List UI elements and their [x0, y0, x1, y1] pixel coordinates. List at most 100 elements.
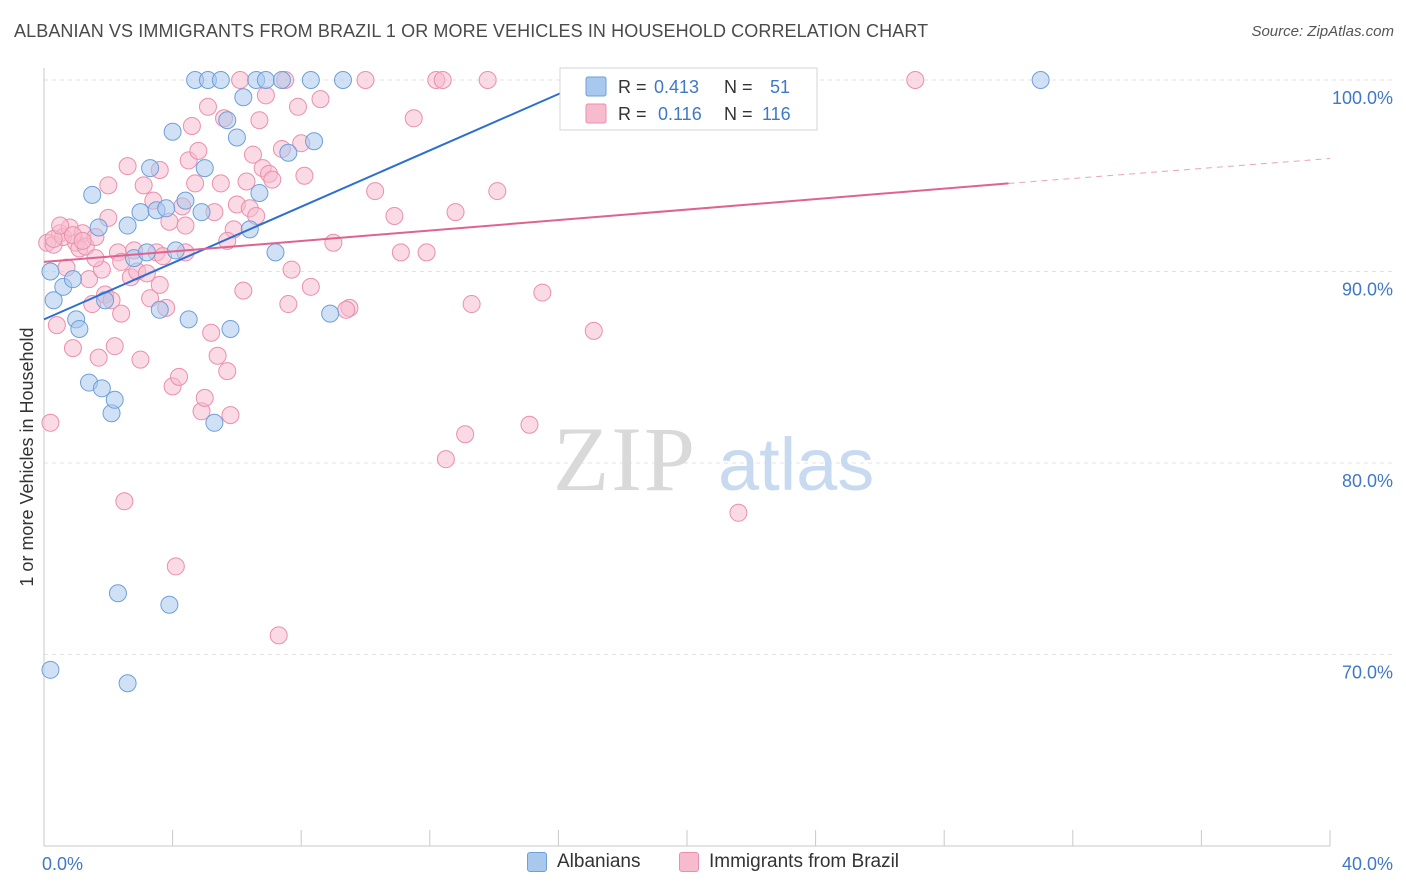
albanians-point-50 [41, 262, 60, 281]
brazil-point-87 [404, 109, 423, 128]
brazil-point-90 [433, 71, 452, 89]
brazil-point-24 [115, 492, 134, 511]
albanians-point-26 [179, 310, 198, 329]
brazil-point-79 [301, 277, 320, 296]
brazil-point-76 [288, 97, 307, 116]
brazil-point-30 [134, 176, 153, 195]
brazil-point-112 [150, 275, 169, 294]
brazil-point-85 [385, 206, 404, 225]
albanians-point-28 [192, 203, 211, 222]
y-tick-label-0: 70.0% [1342, 663, 1393, 683]
albanians-point-41 [266, 243, 285, 262]
albanians-point-23 [163, 122, 182, 141]
albanians-trend-line [43, 79, 591, 321]
albanians-point-14 [118, 216, 137, 235]
albanians-point-39 [250, 183, 269, 202]
legend-n-value-albanians: 51 [770, 77, 790, 97]
brazil-point-51 [202, 323, 221, 342]
brazil-point-3 [47, 316, 66, 335]
albanians-point-12 [108, 584, 127, 603]
brazil-point-83 [356, 71, 375, 89]
albanians-point-18 [141, 159, 160, 178]
brazil-point-32 [141, 289, 160, 308]
brazil-point-50 [198, 97, 217, 116]
albanians-point-35 [227, 128, 246, 147]
brazil-point-53 [208, 346, 227, 365]
brazil-point-113 [176, 216, 195, 235]
source-label: Source: ZipAtlas.com [1251, 23, 1394, 40]
albanians-point-45 [305, 132, 324, 151]
brazil-point-84 [366, 182, 385, 201]
albanians-point-2 [63, 270, 82, 289]
brazil-series-points [38, 71, 925, 645]
legend-r-value-brazil: 0.116 [658, 104, 702, 124]
brazil-point-60 [231, 71, 250, 89]
y-axis-title: 1 or more Vehicles in Household [17, 327, 37, 586]
brazil-point-49 [195, 388, 214, 407]
albanians-point-29 [195, 159, 214, 178]
albanians-point-48 [41, 660, 60, 679]
brazil-point-25 [118, 157, 137, 176]
albanians-point-43 [279, 143, 298, 162]
x-tick-label-max: 40.0% [1342, 854, 1393, 874]
albanians-point-42 [272, 71, 291, 89]
brazil-point-93 [456, 425, 475, 444]
brazil-point-106 [51, 216, 70, 235]
brazil-point-41 [170, 367, 189, 386]
legend-r-value-albanians: 0.413 [654, 77, 699, 97]
watermark: ZIP atlas [553, 408, 874, 510]
brazil-point-104 [906, 71, 925, 89]
brazil-point-95 [478, 71, 497, 89]
bottom-legend-label-brazil: Immigrants from Brazil [709, 851, 900, 872]
albanians-point-20 [150, 300, 169, 319]
albanians-point-32 [211, 71, 230, 89]
brazil-point-103 [729, 503, 748, 522]
brazil-point-70 [263, 170, 282, 189]
bottom-legend-swatch-brazil [679, 852, 699, 872]
albanians-point-36 [234, 88, 253, 107]
legend-n-label-albanians: N = [724, 77, 753, 97]
brazil-trend-extension [1008, 158, 1331, 184]
y-tick-label-2: 90.0% [1342, 280, 1393, 300]
legend-swatch-brazil [585, 103, 607, 124]
legend-n-value-brazil: 116 [762, 104, 791, 124]
bottom-legend: Albanians Immigrants from Brazil [0, 851, 1406, 879]
albanians-point-31 [205, 413, 224, 432]
legend-n-label-brazil: N = [724, 104, 753, 124]
brazil-point-108 [73, 231, 92, 250]
brazil-point-64 [243, 145, 262, 164]
albanians-point-4 [70, 319, 89, 338]
brazil-point-100 [584, 321, 603, 340]
brazil-point-88 [417, 243, 436, 262]
brazil-point-21 [105, 337, 124, 356]
albanians-point-44 [301, 71, 320, 89]
bottom-legend-label-albanians: Albanians [557, 851, 641, 872]
brazil-point-66 [250, 111, 269, 130]
y-tick-label-3: 100.0% [1332, 88, 1393, 108]
brazil-point-81 [324, 233, 343, 252]
brazil-point-1 [41, 413, 60, 432]
brazil-point-46 [186, 174, 205, 193]
brazil-point-74 [279, 295, 298, 314]
brazil-point-91 [436, 450, 455, 469]
brazil-point-56 [218, 362, 237, 381]
brazil-point-19 [99, 176, 118, 195]
stats-legend: R = 0.413 N = 51 R = 0.116 N = 116 [559, 67, 818, 131]
brazil-point-96 [488, 182, 507, 201]
albanians-point-49 [1031, 71, 1050, 89]
y-tick-labels: 70.0% 80.0% 90.0% 100.0% [1332, 88, 1393, 683]
legend-swatch-albanians [585, 76, 607, 97]
albanians-point-47 [333, 71, 352, 89]
albanians-point-21 [157, 199, 176, 218]
brazil-point-61 [234, 281, 253, 300]
albanians-point-8 [92, 379, 111, 398]
albanians-point-22 [160, 595, 179, 614]
albanians-point-46 [321, 304, 340, 323]
brazil-point-57 [221, 406, 240, 425]
brazil-point-29 [131, 350, 150, 369]
brazil-point-78 [295, 166, 314, 185]
legend-r-label-albanians: R = [618, 77, 647, 97]
bottom-legend-swatch-albanians [527, 852, 547, 872]
brazil-point-47 [189, 141, 208, 160]
brazil-point-75 [282, 260, 301, 279]
